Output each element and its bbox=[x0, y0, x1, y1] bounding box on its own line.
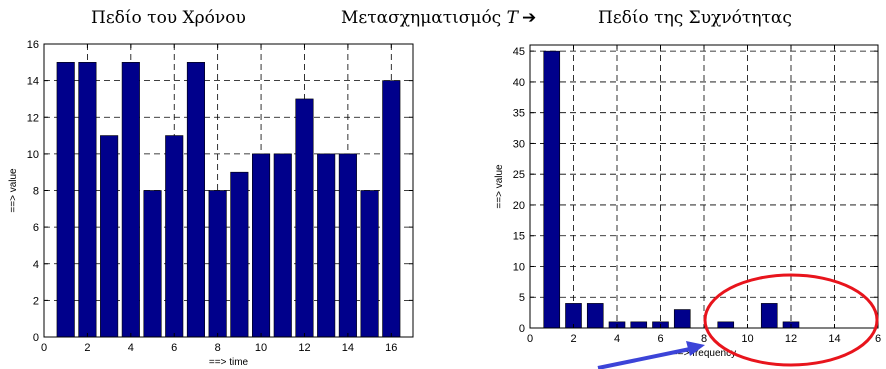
frequency-domain-title: Πεδίο της Συχνότητας bbox=[598, 8, 792, 28]
x-tick-label: 12 bbox=[298, 342, 310, 354]
chart-1: 0 2 4 6 8 10 12 14 16 0 2 4 6 8 10 12 14 16 ==> time ==> va… bbox=[8, 39, 414, 368]
annotation-arrow-head-icon bbox=[686, 341, 705, 356]
y-axis-label: ==> value bbox=[494, 164, 505, 209]
x-tick-label: 12 bbox=[785, 333, 797, 345]
x-tick-label: 4 bbox=[614, 333, 620, 345]
bar bbox=[78, 62, 97, 338]
x-tick-label: 4 bbox=[128, 342, 134, 354]
x-tick-label: 8 bbox=[701, 333, 707, 345]
y-tick-label: 20 bbox=[513, 200, 525, 212]
x-tick-label: 6 bbox=[875, 333, 881, 345]
bar bbox=[230, 171, 249, 338]
x-tick-label: 2 bbox=[84, 342, 90, 354]
highlight-ellipse bbox=[703, 273, 879, 367]
bar bbox=[317, 153, 336, 338]
y-tick-label: 12 bbox=[27, 112, 39, 124]
y-tick-label: 0 bbox=[33, 332, 39, 344]
bar bbox=[186, 62, 205, 338]
x-tick-label: 10 bbox=[255, 342, 267, 354]
bar bbox=[586, 303, 604, 329]
y-tick-label: 5 bbox=[519, 292, 525, 304]
y-axis-label: ==> value bbox=[8, 168, 19, 213]
time-domain-title: Πεδίο του Χρόνου bbox=[91, 8, 246, 28]
bar bbox=[543, 50, 561, 329]
y-tick-label: 6 bbox=[33, 222, 39, 234]
bar bbox=[100, 135, 119, 338]
y-tick-label: 30 bbox=[513, 138, 525, 150]
transform-symbol: T bbox=[506, 8, 518, 28]
bar bbox=[630, 321, 648, 329]
bar bbox=[760, 303, 778, 329]
y-tick-label: 40 bbox=[513, 77, 525, 89]
bar bbox=[121, 62, 140, 338]
x-tick-label: 14 bbox=[828, 333, 840, 345]
x-tick-label: 0 bbox=[527, 333, 533, 345]
bar bbox=[338, 153, 357, 338]
y-tick-label: 15 bbox=[513, 231, 525, 243]
bar bbox=[273, 153, 292, 338]
x-tick-label: 2 bbox=[570, 333, 576, 345]
bar bbox=[208, 190, 227, 338]
right-arrow-icon: ➔ bbox=[521, 8, 537, 28]
y-tick-label: 0 bbox=[519, 323, 525, 335]
x-axis-label: ==> time bbox=[209, 357, 249, 368]
y-tick-label: 25 bbox=[513, 169, 525, 181]
transform-title: Μετασχηματισμός T ➔ bbox=[341, 8, 536, 28]
y-tick-label: 16 bbox=[27, 39, 39, 51]
bar bbox=[360, 190, 379, 338]
x-tick-label: 6 bbox=[657, 333, 663, 345]
x-tick-label: 8 bbox=[215, 342, 221, 354]
y-tick-label: 35 bbox=[513, 108, 525, 120]
x-tick-label: 0 bbox=[41, 342, 47, 354]
y-tick-label: 8 bbox=[33, 186, 39, 198]
bar bbox=[717, 321, 735, 329]
y-tick-label: 45 bbox=[513, 46, 525, 58]
bar bbox=[143, 190, 162, 338]
bar bbox=[295, 98, 314, 338]
y-tick-label: 2 bbox=[33, 295, 39, 307]
x-tick-label: 14 bbox=[342, 342, 354, 354]
y-tick-label: 14 bbox=[27, 76, 39, 88]
transform-label: Μετασχηματισμός bbox=[341, 8, 502, 28]
bar bbox=[56, 62, 75, 338]
x-axis-label: ==> frequency bbox=[672, 348, 736, 359]
bar bbox=[382, 80, 401, 338]
annotation-arrow-shaft bbox=[597, 347, 691, 369]
bar bbox=[252, 153, 271, 338]
y-tick-label: 10 bbox=[27, 149, 39, 161]
bar bbox=[165, 135, 184, 338]
y-tick-label: 4 bbox=[33, 259, 39, 271]
x-tick-label: 16 bbox=[385, 342, 397, 354]
x-tick-label: 10 bbox=[741, 333, 753, 345]
annotations bbox=[597, 273, 879, 369]
bar bbox=[673, 309, 691, 329]
x-tick-label: 6 bbox=[171, 342, 177, 354]
chart-2: 0 2 4 6 8 10 12 14 6 0 5 10 15 20 25 30 35 40 45 ==> freque… bbox=[494, 44, 881, 359]
y-tick-label: 10 bbox=[513, 261, 525, 273]
